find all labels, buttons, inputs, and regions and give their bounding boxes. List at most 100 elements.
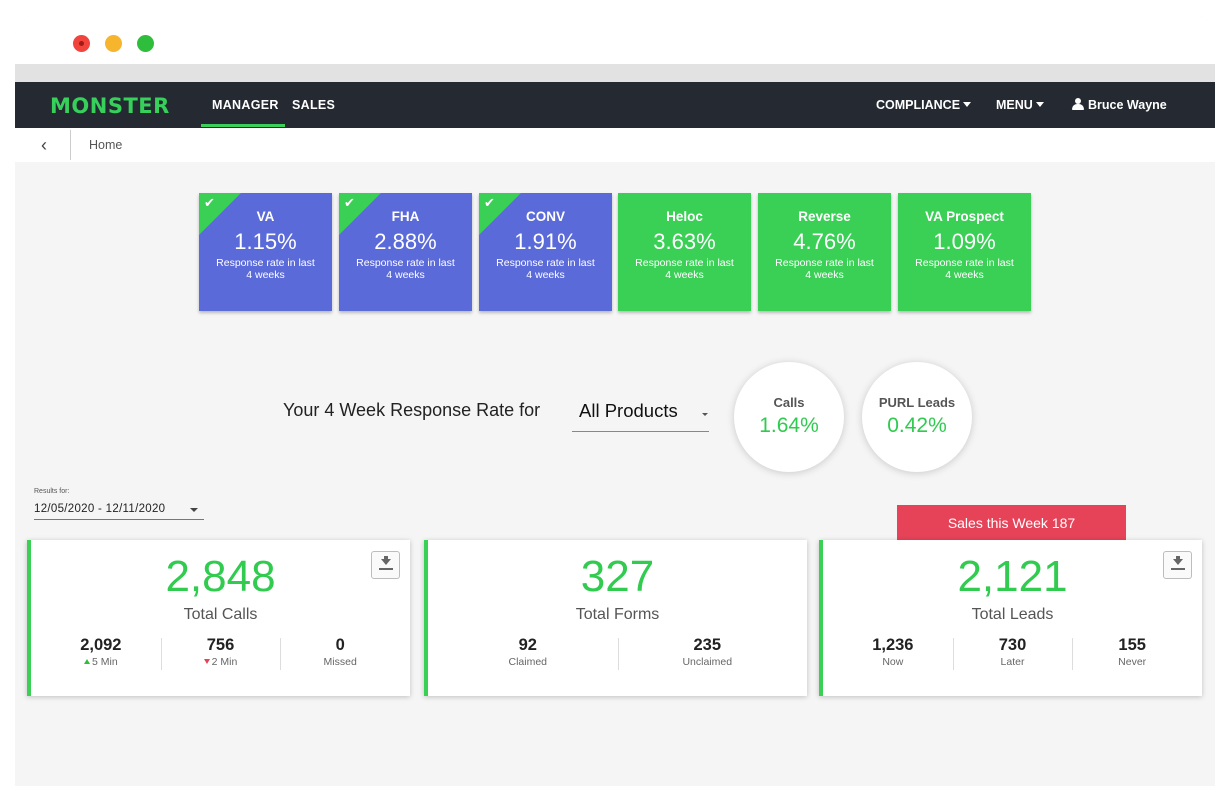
total-calls-caption: Total Calls [183,606,258,623]
leads-breakdown: 1,236 Now 730 Later 155 Never [823,636,1202,676]
stat-label: Now [882,656,904,668]
response-rate-title: Your 4 Week Response Rate for [283,400,541,420]
download-icon [1176,556,1180,560]
calls-rate-value: 1.64% [759,414,819,437]
selected-corner [339,193,381,235]
stat-value: 756 [206,636,235,654]
stat-value: 155 [1118,636,1146,654]
user-name: Bruce Wayne [1088,98,1167,112]
stat-label: Missed [323,656,357,668]
tile-reverse[interactable]: Reverse 4.76% Response rate in last 4 we… [758,193,891,311]
tile-name: FHA [391,209,420,224]
forms-breakdown: 92 Claimed 235 Unclaimed [428,636,807,676]
total-leads-card: 2,121 Total Leads 1,236 Now 730 Later 15… [819,540,1202,696]
stat-value: 1,236 [872,636,914,654]
selected-corner [199,193,241,235]
stat-value: 235 [693,636,722,654]
stat-label: Unclaimed [682,656,733,668]
tile-fha[interactable]: ✔ FHA 2.88% Response rate in last 4 week… [339,193,472,311]
download-button[interactable] [1163,551,1192,579]
purl-rate-circle: PURL Leads 0.42% [862,362,972,472]
stat-label: Never [1118,656,1147,668]
stat-label: Later [1000,656,1025,668]
download-icon [384,556,388,560]
minimize-window-button[interactable] [105,35,122,52]
caret-down-icon [963,102,972,107]
stat-value: 92 [518,636,537,654]
sales-this-week-banner: Sales this Week 187 [897,505,1126,541]
product-select[interactable]: All Products [572,397,709,432]
maximize-window-button[interactable] [137,35,154,52]
stat-label: Claimed [508,656,547,668]
user-menu[interactable]: Bruce Wayne [1071,98,1167,112]
tile-name: VA Prospect [925,209,1004,224]
caret-down-icon [1035,102,1044,107]
purl-rate-label: PURL Leads [878,395,956,410]
tile-name: VA [256,209,275,224]
tile-name: CONV [525,209,565,224]
download-button[interactable] [371,551,400,579]
menu-label: MENU [996,98,1033,112]
tile-subtitle: Response rate in last 4 weeks [356,257,455,281]
breadcrumb: ‹ Home [15,128,1215,162]
stat-value: 730 [998,636,1027,654]
tab-sales[interactable]: SALES [292,98,336,112]
tile-rate: 1.91% [514,229,577,254]
calls-breakdown: 2,092 5 Min 756 2 Min 0 Missed [31,636,410,676]
caret-down-icon [190,508,198,512]
check-icon: ✔ [204,195,215,210]
calls-rate-circle: Calls 1.64% [734,362,844,472]
stat-missed: 0 Missed [280,636,400,676]
stat-5-min: 2,092 5 Min [41,636,161,676]
user-icon [1071,98,1085,110]
tile-subtitle: Response rate in last 4 weeks [635,257,734,281]
stat-value: 2,092 [80,636,122,654]
tile-rate: 3.63% [653,229,716,254]
caret-down-icon [702,413,708,416]
check-icon: ✔ [344,195,355,210]
calls-rate-label: Calls [773,395,805,410]
check-icon: ✔ [484,195,495,210]
tile-conv[interactable]: ✔ CONV 1.91% Response rate in last 4 wee… [479,193,612,311]
stat-label: 5 Min [91,656,118,668]
monster-logo[interactable]: MONSTER [50,94,170,118]
total-calls-value: 2,848 [165,552,276,601]
total-forms-value: 327 [580,552,655,601]
menu-dropdown[interactable]: MENU [996,98,1044,112]
selected-corner [479,193,521,235]
tile-subtitle: Response rate in last 4 weeks [775,257,874,281]
stat-2-min: 756 2 Min [160,636,281,676]
purl-rate-value: 0.42% [887,414,947,437]
breadcrumb-home[interactable]: Home [89,138,123,152]
close-window-button[interactable] [73,35,90,52]
total-forms-caption: Total Forms [575,606,660,623]
tile-va[interactable]: ✔ VA 1.15% Response rate in last 4 weeks [199,193,332,311]
breadcrumb-divider [70,130,71,160]
total-forms-card: 327 Total Forms 92 Claimed 235 Unclaimed [424,540,807,696]
stat-value: 0 [335,636,345,654]
compliance-label: COMPLIANCE [876,98,961,112]
results-for-label: Results for: [34,488,70,495]
tile-rate: 1.15% [234,229,297,254]
stat-later: 730 Later [952,636,1073,676]
trend-up-icon [83,659,90,664]
tile-subtitle: Response rate in last 4 weeks [496,257,595,281]
stat-now: 1,236 Now [833,636,953,676]
compliance-dropdown[interactable]: COMPLIANCE [876,98,972,112]
stat-never: 155 Never [1072,636,1192,676]
total-calls-card: 2,848 Total Calls 2,092 5 Min 756 2 Min … [27,540,410,696]
tab-manager[interactable]: MANAGER [212,98,279,112]
tile-subtitle: Response rate in last 4 weeks [915,257,1014,281]
tile-va-prospect[interactable]: VA Prospect 1.09% Response rate in last … [898,193,1031,311]
window-titlebar [15,14,1215,64]
stat-label: 2 Min [211,656,238,668]
total-leads-caption: Total Leads [971,606,1054,623]
tile-subtitle: Response rate in last 4 weeks [216,257,315,281]
product-select-value: All Products [579,400,678,421]
chevron-left-icon[interactable]: ‹ [41,135,47,155]
app-window: MONSTER MANAGER SALES COMPLIANCE MENU Br… [15,14,1215,786]
date-range-value: 12/05/2020 - 12/11/2020 [34,503,166,515]
tile-heloc[interactable]: Heloc 3.63% Response rate in last 4 week… [618,193,751,311]
date-range-select[interactable]: 12/05/2020 - 12/11/2020 [34,500,204,520]
tile-name: Reverse [798,209,851,224]
